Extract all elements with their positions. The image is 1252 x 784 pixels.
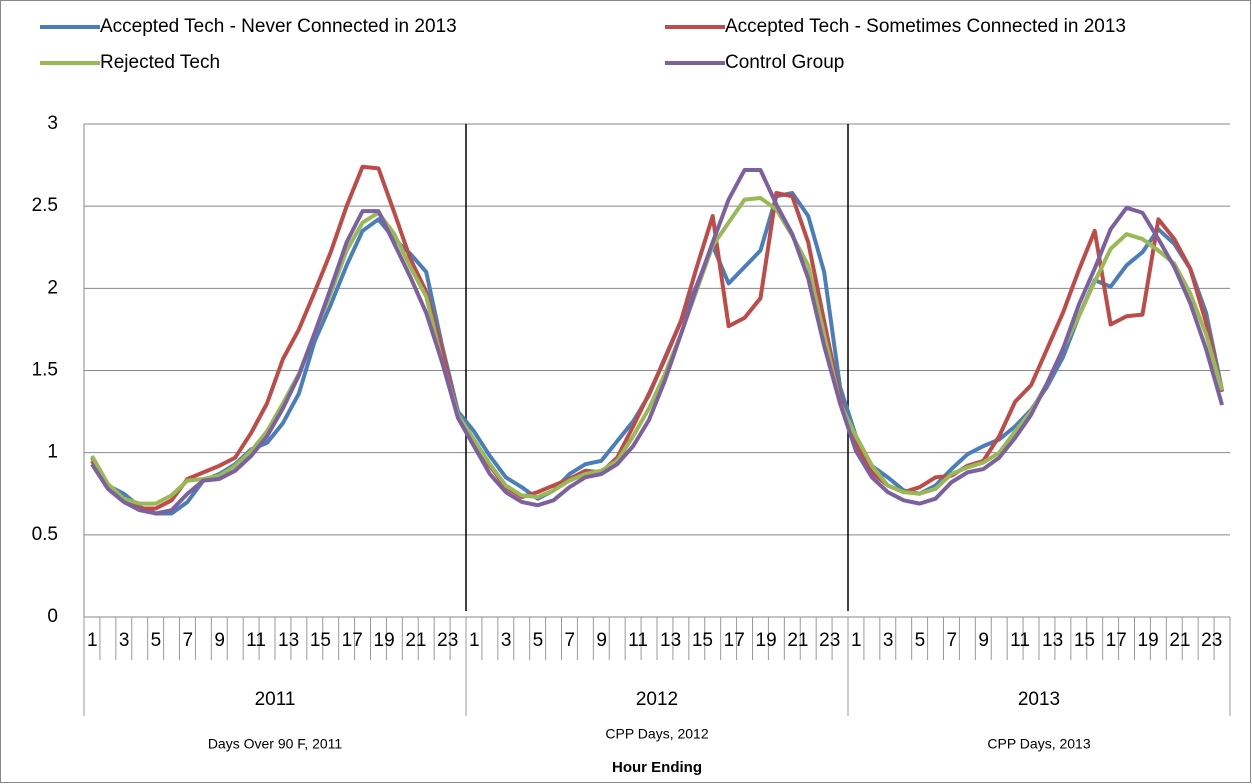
x-tick-label: 1 [851, 630, 862, 651]
x-tick-label: 5 [915, 630, 926, 651]
legend-label: Accepted Tech - Sometimes Connected in 2… [725, 16, 1126, 37]
legend-label: Accepted Tech - Never Connected in 2013 [100, 16, 457, 37]
x-tick-label: 1 [469, 630, 480, 651]
group-label: 2011 [255, 689, 296, 710]
x-tick-label: 17 [342, 630, 363, 651]
x-tick-label: 7 [565, 630, 576, 651]
x-tick-label: 7 [183, 630, 194, 651]
group-label: 2012 [636, 689, 678, 710]
x-tick-label: 21 [787, 630, 808, 651]
x-tick-label: 11 [1010, 630, 1030, 651]
x-tick-label: 23 [819, 630, 840, 651]
x-tick-label: 11 [246, 630, 266, 651]
x-tick-label: 9 [214, 630, 225, 651]
x-tick-label: 9 [978, 630, 989, 651]
x-tick-label: 21 [405, 630, 426, 651]
x-tick-label: 19 [756, 630, 777, 651]
series-line [90, 164, 1224, 511]
group-note: CPP Days, 2013 [987, 736, 1090, 752]
group-note: Days Over 90 F, 2011 [208, 736, 343, 752]
x-tick-label: 17 [1106, 630, 1127, 651]
y-tick-label: 3 [47, 113, 58, 134]
x-tick-label: 3 [119, 630, 130, 651]
x-tick-label: 19 [1138, 630, 1159, 651]
x-tick-label: 9 [596, 630, 607, 651]
x-tick-label: 3 [501, 630, 512, 651]
x-tick-label: 23 [437, 630, 458, 651]
y-tick-label: 0 [47, 606, 58, 627]
x-tick-label: 11 [628, 630, 648, 651]
x-tick-label: 5 [151, 630, 162, 651]
y-tick-label: 2 [47, 277, 58, 298]
x-tick-label: 21 [1169, 630, 1190, 651]
x-tick-label: 15 [692, 630, 713, 651]
y-tick-label: 1 [47, 442, 58, 463]
x-tick-label: 13 [660, 630, 681, 651]
x-tick-label: 15 [310, 630, 331, 651]
y-tick-label: 0.5 [32, 524, 58, 545]
x-tick-label: 3 [883, 630, 894, 651]
x-tick-label: 13 [278, 630, 299, 651]
x-tick-label: 17 [724, 630, 745, 651]
legend-label: Control Group [725, 52, 844, 73]
y-tick-label: 1.5 [32, 360, 58, 381]
group-note: CPP Days, 2012 [605, 726, 708, 742]
group-label: 2013 [1018, 689, 1060, 710]
x-axis-label: Hour Ending [612, 759, 702, 776]
x-tick-label: 7 [947, 630, 958, 651]
x-tick-label: 1 [87, 630, 98, 651]
x-tick-label: 5 [533, 630, 544, 651]
x-tick-label: 19 [374, 630, 395, 651]
x-tick-label: 13 [1042, 630, 1063, 651]
series-line [90, 168, 1224, 516]
x-tick-label: 23 [1201, 630, 1222, 651]
x-tick-label: 15 [1074, 630, 1095, 651]
y-tick-label: 2.5 [32, 195, 58, 216]
legend-label: Rejected Tech [100, 52, 220, 73]
